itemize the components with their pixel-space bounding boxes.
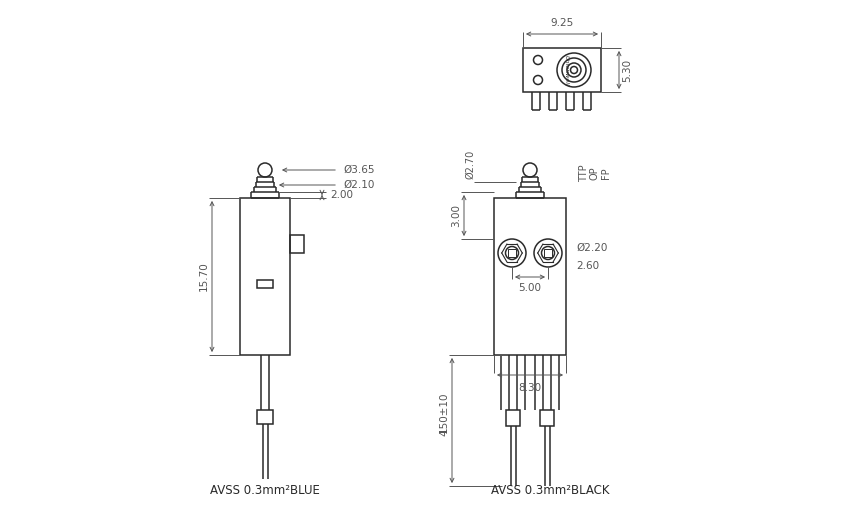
Text: 15.70: 15.70 bbox=[199, 262, 209, 291]
Text: Ø2.10: Ø2.10 bbox=[343, 180, 374, 190]
Text: TTP: TTP bbox=[579, 164, 589, 182]
Text: AVSS 0.3mm²BLACK: AVSS 0.3mm²BLACK bbox=[491, 484, 609, 497]
Bar bbox=[523, 48, 601, 92]
Bar bbox=[240, 198, 290, 355]
Text: 2.00: 2.00 bbox=[330, 190, 353, 200]
Bar bbox=[544, 249, 552, 257]
Text: 8.30: 8.30 bbox=[519, 383, 542, 393]
Bar bbox=[257, 410, 273, 424]
Text: 150±10: 150±10 bbox=[439, 392, 449, 433]
Bar bbox=[506, 410, 520, 426]
Bar bbox=[290, 235, 304, 253]
Text: FP: FP bbox=[601, 167, 611, 179]
Text: Ø2.20: Ø2.20 bbox=[576, 243, 607, 253]
Bar bbox=[540, 410, 554, 426]
Text: 5.00: 5.00 bbox=[519, 283, 542, 293]
Text: Ø2.70: Ø2.70 bbox=[465, 149, 475, 179]
Text: 2.60: 2.60 bbox=[576, 261, 599, 271]
Text: AVSS 0.3mm²BLUE: AVSS 0.3mm²BLUE bbox=[210, 484, 320, 497]
Text: 5.30: 5.30 bbox=[622, 58, 632, 82]
Bar bbox=[257, 280, 273, 288]
Bar bbox=[508, 249, 516, 257]
Text: OP: OP bbox=[590, 166, 600, 180]
Text: 4: 4 bbox=[439, 429, 449, 436]
Text: Unionwell: Unionwell bbox=[563, 55, 568, 85]
Bar bbox=[494, 198, 566, 355]
Text: 3.00: 3.00 bbox=[451, 204, 461, 227]
Text: Ø3.65: Ø3.65 bbox=[343, 165, 374, 175]
Text: 9.25: 9.25 bbox=[550, 18, 574, 28]
